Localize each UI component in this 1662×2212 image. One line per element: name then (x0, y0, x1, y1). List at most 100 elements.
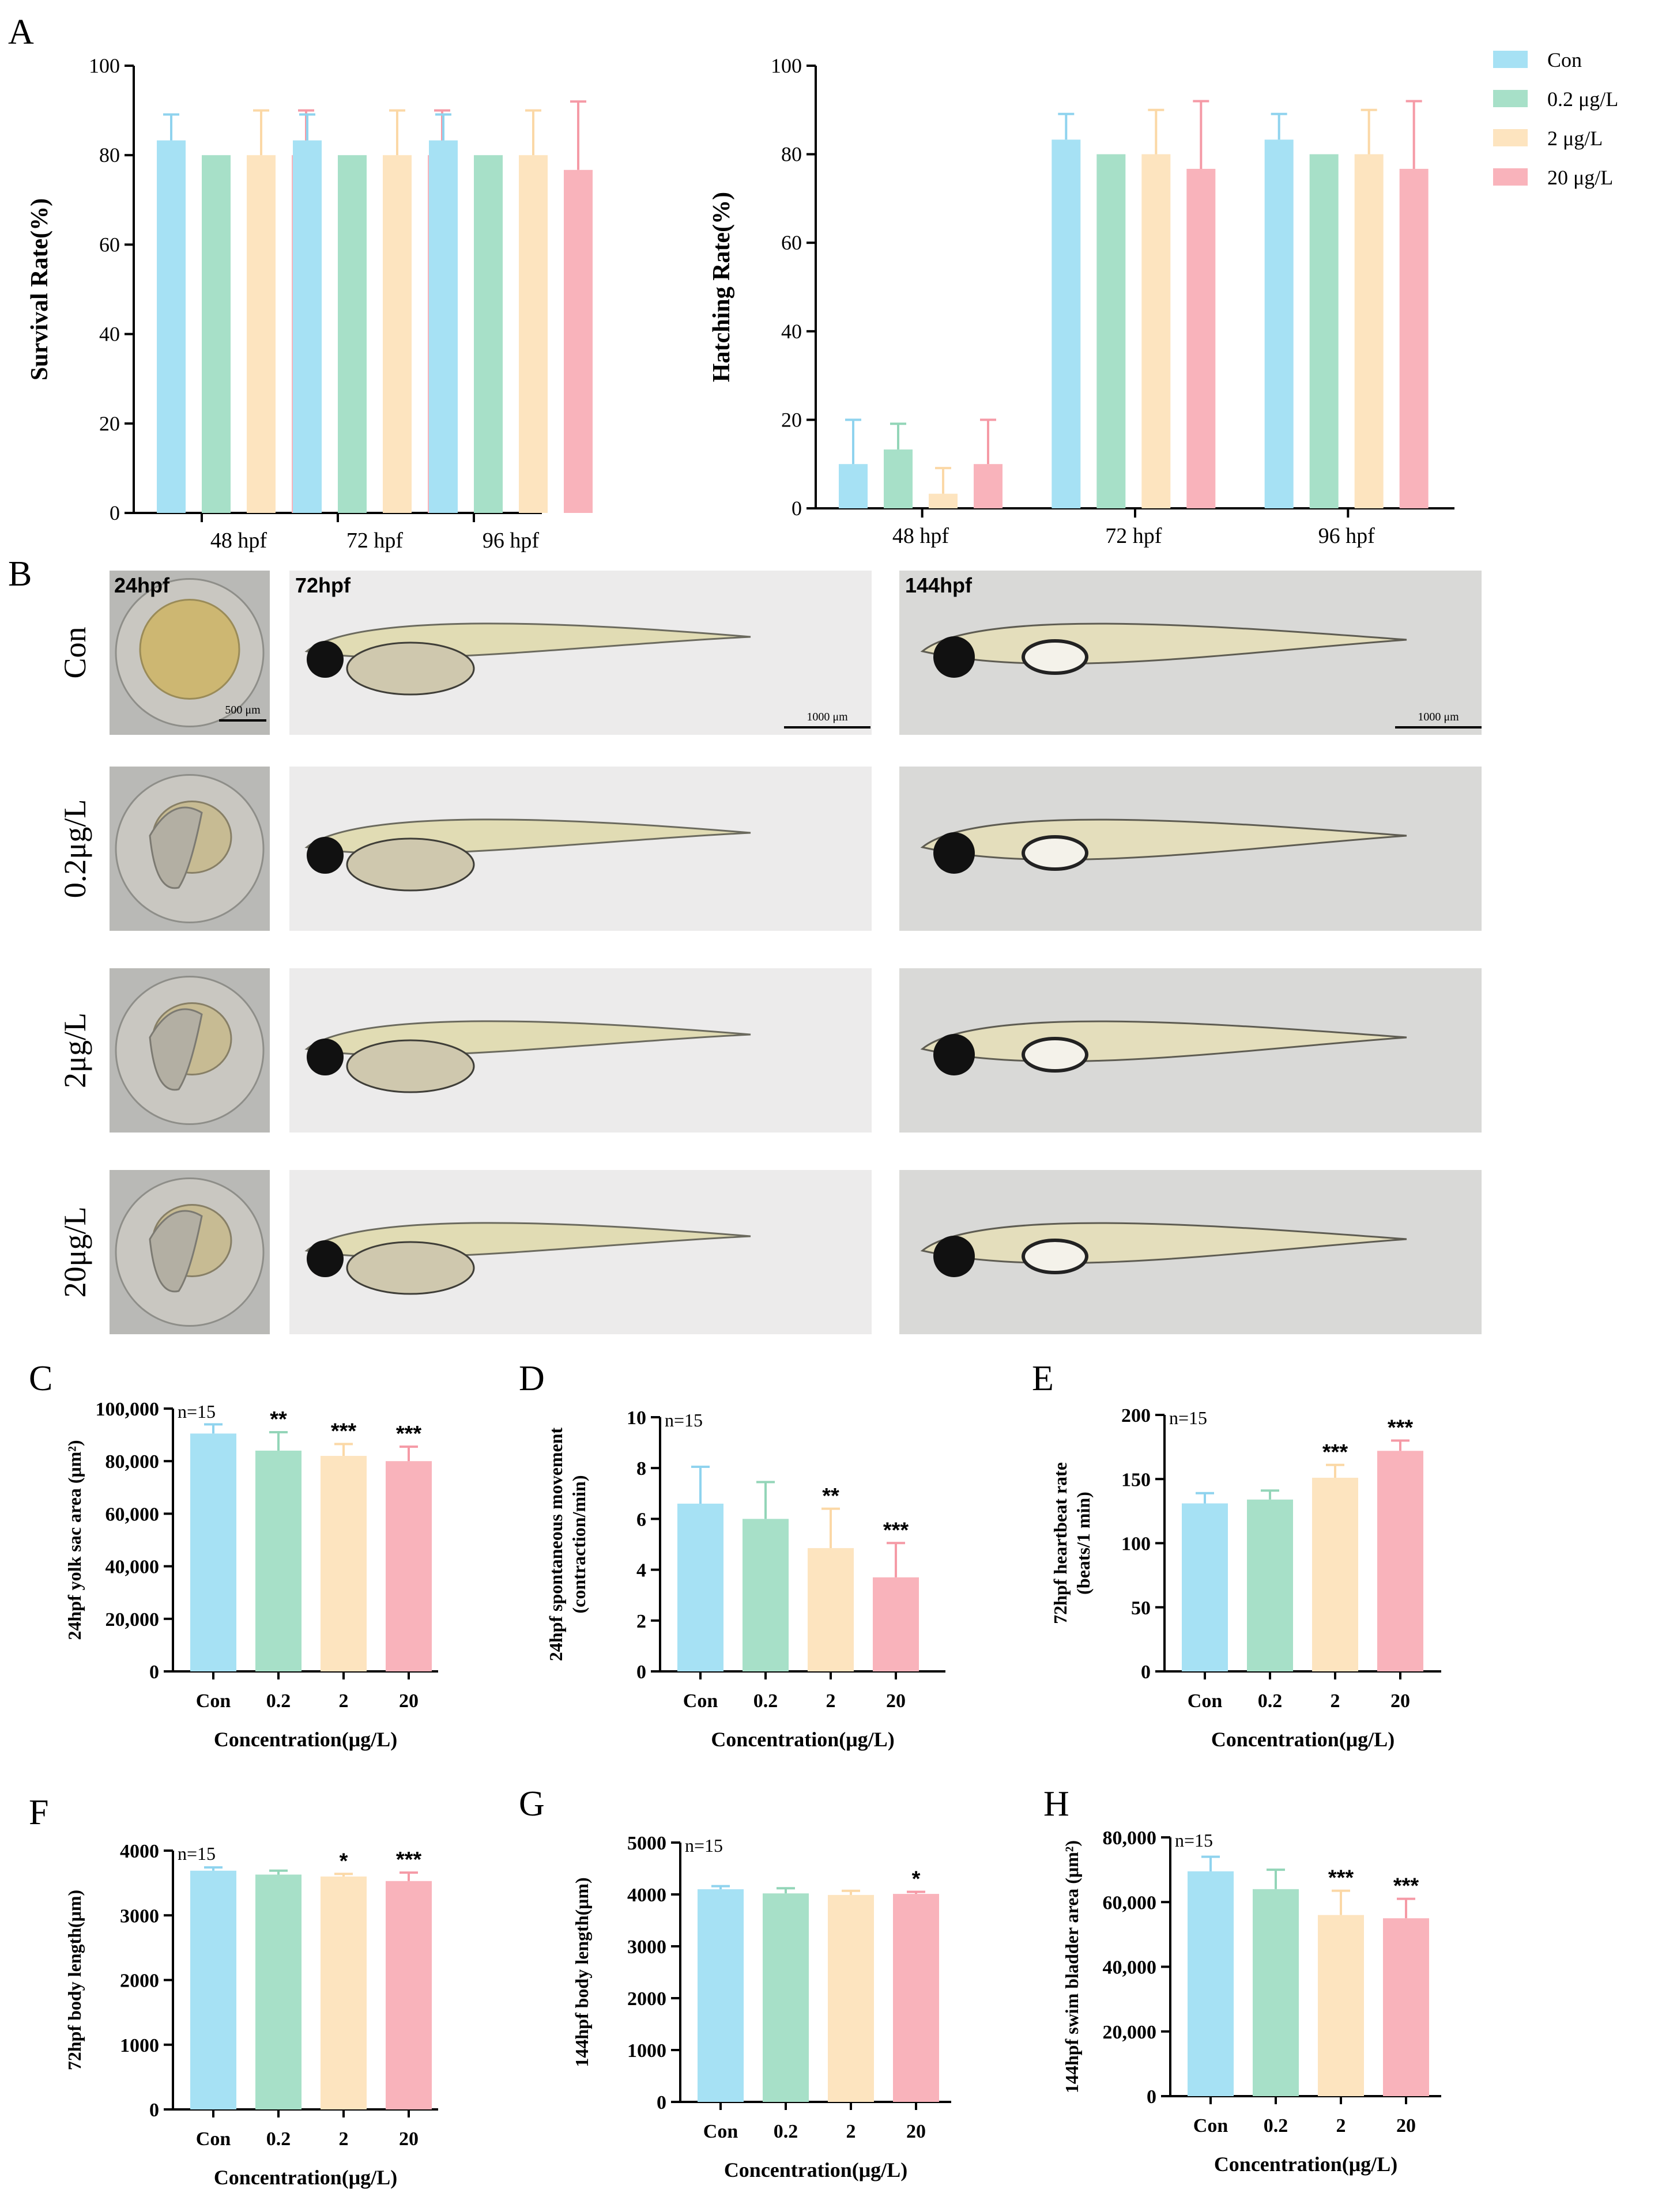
n-label: n=15 (1175, 1830, 1213, 1851)
chart-d: 0 2 4 6 8 10 24hpf spontaneous movement (contra… (519, 1359, 945, 1751)
larva-eye (307, 837, 344, 874)
bar (202, 155, 231, 513)
larva-yolk (346, 837, 475, 892)
y-tick-label: 40 (781, 320, 802, 343)
legend-label: 20 μg/L (1547, 166, 1613, 189)
row-0: Con (58, 571, 1482, 735)
y-tick-label: 4000 (120, 1841, 159, 1862)
embryo-body (149, 806, 203, 889)
legend-label: 2 μg/L (1547, 127, 1603, 150)
larva-eye (933, 636, 975, 678)
y-tick-label: 60,000 (1103, 1892, 1157, 1913)
bar (386, 1881, 432, 2109)
bar (1399, 168, 1429, 509)
bar (1052, 139, 1081, 509)
panel-b-layer: B Con 0.2μg/L 2μg/L 20μg/L 24hpf 72hpf 144hpf 50… (8, 554, 1482, 1334)
chart-c: 0 20,000 40,000 60,000 80,000 100,000 24hpf yo… (29, 1359, 438, 1751)
bar (190, 1870, 236, 2109)
x-axis-title: Concentration(μg/L) (214, 2166, 397, 2189)
row-2: 2μg/L (58, 968, 1482, 1133)
x-tick-label: 48 hpf (892, 524, 949, 548)
bar (808, 1548, 854, 1671)
bar (929, 493, 958, 508)
x-tick-label: Con (703, 2121, 738, 2142)
panel-letter: H (1043, 1784, 1069, 1824)
y-tick-label: 80 (781, 143, 802, 166)
chart-a1: 0 20 40 60 80 100 Survival Rate(%) A 48 hpf 72 hp… (8, 13, 593, 553)
x-tick-label: 96 hpf (1318, 524, 1375, 548)
x-tick-label: 2 (826, 1690, 836, 1712)
scale-bar-label: 1000 μm (1418, 711, 1459, 723)
bar (1253, 1889, 1299, 2096)
y-tick-label: 80 (99, 144, 120, 167)
significance-marker: *** (331, 1420, 357, 1444)
bar (157, 140, 186, 514)
bar (893, 1894, 939, 2102)
chart-e: 0 50 100 150 200 72hpf heartbeat rate (beats/1… (1032, 1359, 1441, 1751)
y-tick-label: 0 (1147, 2086, 1156, 2108)
yolk (139, 599, 240, 700)
y-tick-label: 4 (636, 1560, 646, 1581)
bar (974, 464, 1003, 508)
y-tick-label: 100 (89, 54, 120, 77)
n-label: n=15 (178, 1843, 216, 1864)
larva-eye (307, 641, 344, 678)
x-tick-label: 20 (399, 1690, 419, 1712)
x-tick-label: 0.2 (266, 1690, 291, 1712)
bar (321, 1876, 367, 2109)
larva-yolk (346, 1241, 475, 1295)
y-tick-label: 0 (792, 497, 802, 520)
y-tick-label: 60,000 (105, 1504, 160, 1525)
x-tick-label: 20 (906, 2121, 926, 2142)
y-tick-label: 200 (1121, 1405, 1151, 1426)
bar (386, 1461, 432, 1671)
y-tick-label: 40,000 (1103, 1957, 1157, 1979)
bar (338, 155, 367, 513)
bar (519, 155, 548, 513)
row-3: 20μg/L (58, 1170, 1482, 1334)
y-tick-label: 10 (627, 1407, 646, 1429)
row-label: Con (58, 626, 92, 678)
bar (1312, 1478, 1358, 1671)
y-tick-label: 6 (636, 1509, 646, 1530)
y-tick-label: 150 (1121, 1469, 1151, 1490)
panel-letter: E (1032, 1359, 1054, 1398)
bar (743, 1519, 789, 1671)
swim-bladder (1022, 835, 1088, 871)
x-tick-label: 48 hpf (210, 529, 267, 553)
x-tick-label: Con (683, 1690, 718, 1712)
x-axis-title: Concentration(μg/L) (724, 2158, 907, 2181)
bar (1377, 1451, 1423, 1671)
scale-bar-label: 1000 μm (806, 711, 848, 723)
y-axis-title: 24hpf spontaneous movement (545, 1427, 566, 1661)
y-tick-label: 40,000 (105, 1557, 160, 1578)
panel-letter: F (29, 1793, 48, 1832)
legend-label: Con (1547, 48, 1582, 71)
row-label: 20μg/L (58, 1207, 92, 1298)
y-tick-label: 60 (781, 231, 802, 254)
bar (255, 1874, 302, 2109)
y-tick-label: 1000 (627, 2040, 666, 2062)
significance-marker: *** (1322, 1440, 1348, 1464)
x-axis-title: Concentration(μg/L) (1214, 2153, 1397, 2176)
bar (884, 449, 913, 508)
y-axis-title: Survival Rate(%) (27, 198, 53, 380)
row-label: 0.2μg/L (58, 799, 92, 898)
larva-eye (933, 1236, 975, 1277)
embryo-body (149, 1008, 203, 1091)
x-tick-label: 2 (846, 2121, 856, 2142)
n-label: n=15 (178, 1401, 216, 1422)
panel-letter: A (8, 13, 34, 52)
y-tick-label: 1000 (120, 2035, 159, 2056)
bar (383, 155, 412, 513)
y-tick-label: 50 (1131, 1598, 1151, 1619)
bar (1096, 154, 1126, 509)
bar (1264, 139, 1294, 509)
row-label: 2μg/L (58, 1013, 92, 1088)
x-tick-label: 2 (339, 2128, 349, 2150)
y-tick-label: 20 (781, 408, 802, 431)
y-tick-label: 100,000 (96, 1399, 160, 1420)
y-tick-label: 3000 (120, 1905, 159, 1927)
